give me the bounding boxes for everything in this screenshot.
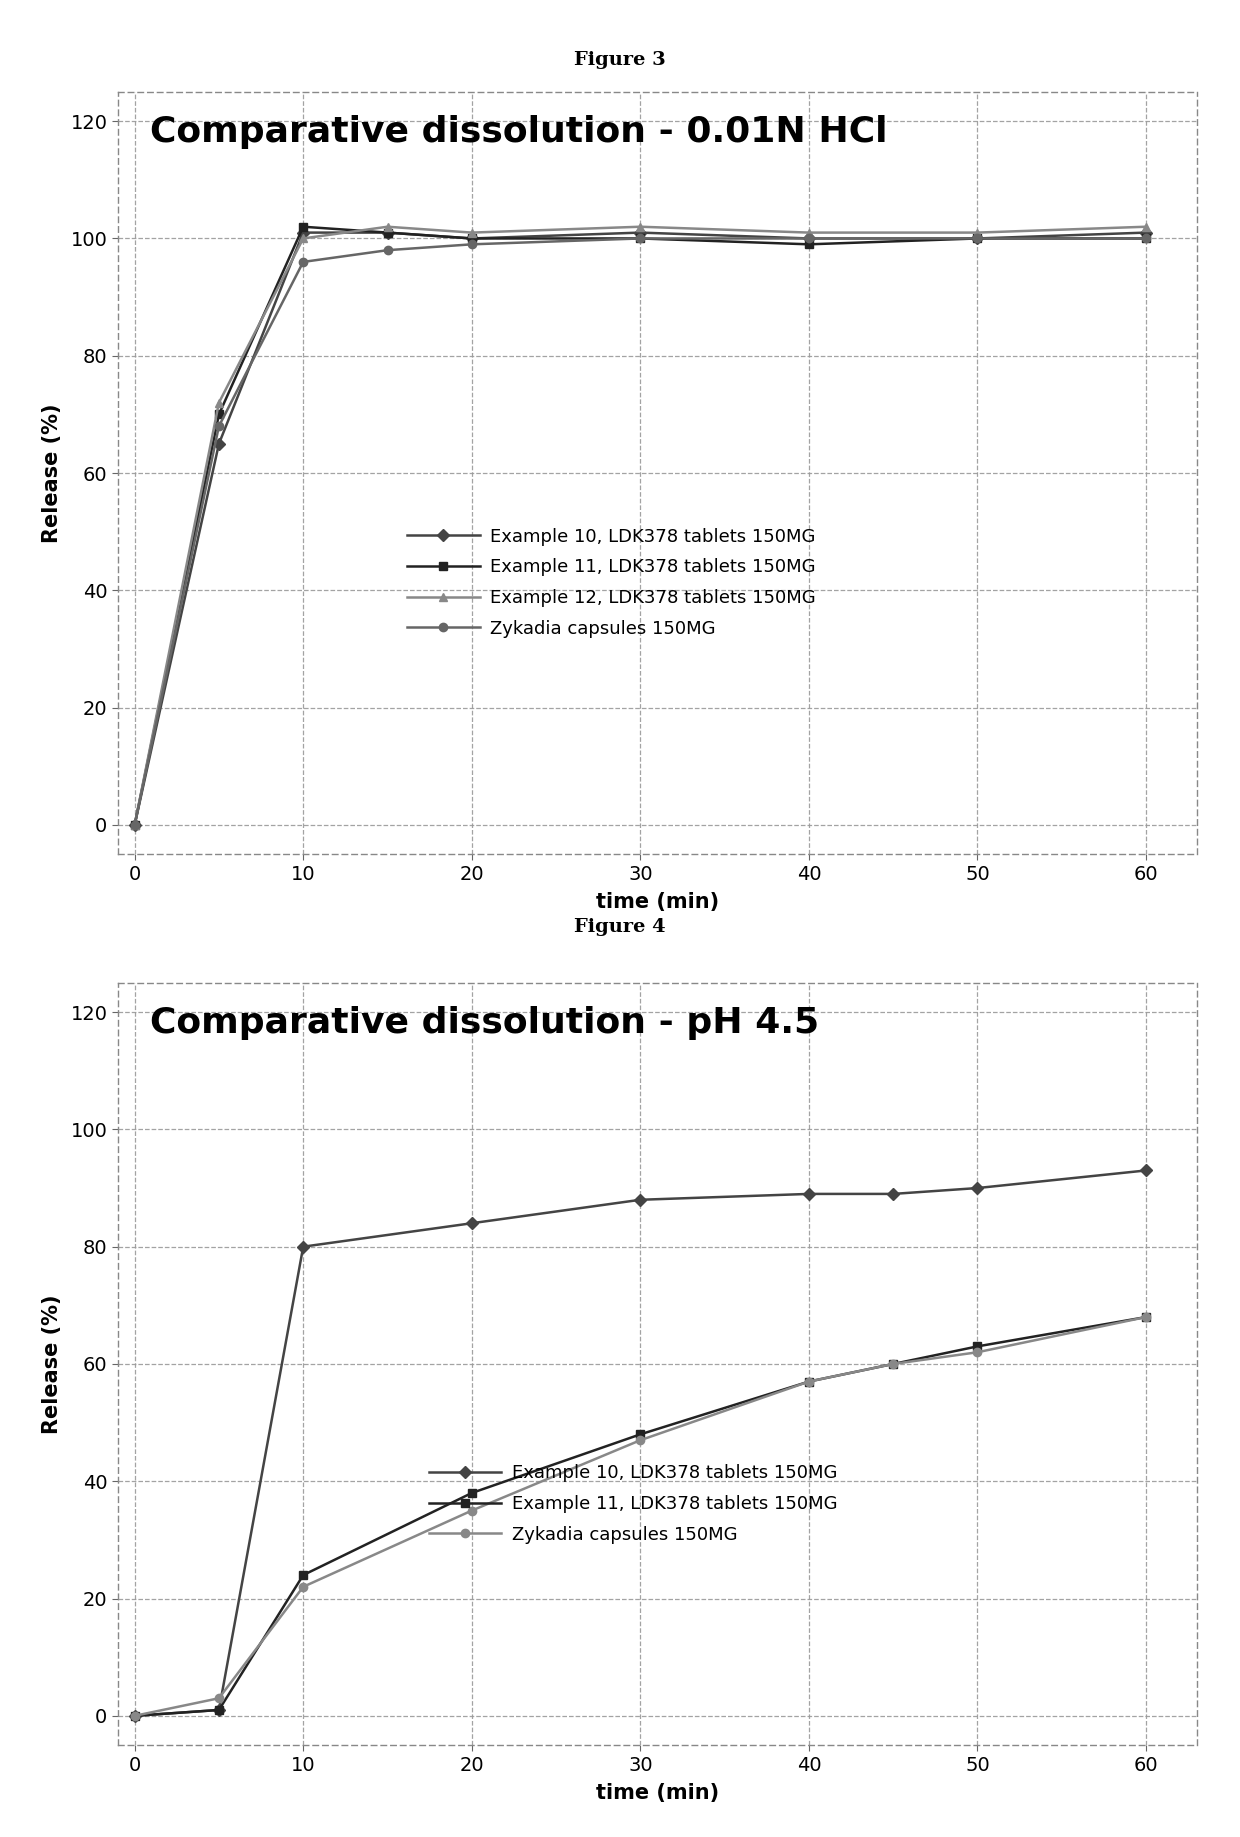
Text: Figure 3: Figure 3: [574, 51, 666, 70]
Y-axis label: Release (%): Release (%): [42, 404, 62, 542]
Text: Figure 4: Figure 4: [574, 918, 666, 937]
Legend: Example 10, LDK378 tablets 150MG, Example 11, LDK378 tablets 150MG, Example 12, : Example 10, LDK378 tablets 150MG, Exampl…: [407, 527, 816, 637]
Legend: Example 10, LDK378 tablets 150MG, Example 11, LDK378 tablets 150MG, Zykadia caps: Example 10, LDK378 tablets 150MG, Exampl…: [429, 1464, 837, 1543]
Text: Comparative dissolution - 0.01N HCl: Comparative dissolution - 0.01N HCl: [150, 114, 888, 149]
X-axis label: time (min): time (min): [595, 893, 719, 911]
Y-axis label: Release (%): Release (%): [42, 1295, 62, 1433]
Text: Comparative dissolution - pH 4.5: Comparative dissolution - pH 4.5: [150, 1005, 820, 1040]
X-axis label: time (min): time (min): [595, 1784, 719, 1802]
